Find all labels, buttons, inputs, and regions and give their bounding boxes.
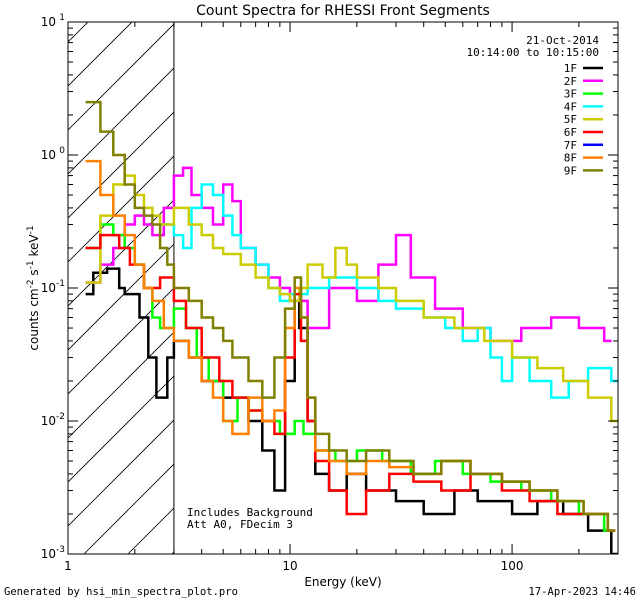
hatched-region (68, 22, 174, 554)
series-line-6F (85, 233, 616, 532)
observation-time-range: 10:14:00 to 10:15:00 (467, 46, 599, 59)
x-axis-label: Energy (keV) (304, 575, 381, 589)
hatch-lines (68, 22, 174, 554)
attenuator-annotation: Att A0, FDecim 3 (187, 518, 293, 531)
x-tick-label: 1 (64, 559, 72, 573)
x-tick-label: 10 (282, 559, 297, 573)
legend-label-1F: 1F (564, 62, 577, 75)
y-tick-label-exponent: -2 (56, 412, 65, 422)
generated-by-footer: Generated by hsi_min_spectra_plot.pro (4, 586, 238, 598)
series-line-4F (160, 183, 618, 399)
x-tick-label: 100 (501, 559, 524, 573)
series-line-9F (85, 100, 616, 532)
y-tick-label-exponent: 1 (59, 13, 65, 23)
series-line-8F (85, 159, 616, 532)
series-line-1F (85, 267, 618, 554)
y-tick-label: 10 (41, 547, 56, 561)
series-layer (85, 100, 618, 554)
y-tick-label-exponent: -1 (56, 279, 65, 289)
series-line-5F (85, 174, 618, 423)
y-tick-label: 10 (41, 148, 56, 162)
background-annotation: Includes Background (187, 506, 313, 519)
chart-title: Count Spectra for RHESSI Front Segments (196, 3, 490, 19)
legend-label-9F: 9F (564, 164, 577, 177)
y-tick-label: 10 (41, 281, 56, 295)
legend-label-6F: 6F (564, 126, 577, 139)
y-axis-label: counts cm-2 s-1 keV-1 (26, 225, 41, 350)
y-tick-label: 10 (41, 414, 56, 428)
legend-label-2F: 2F (564, 75, 577, 88)
y-tick-label: 10 (41, 15, 56, 29)
observation-date: 21-Oct-2014 (526, 34, 599, 47)
legend-label-4F: 4F (564, 100, 577, 113)
legend-label-8F: 8F (564, 152, 577, 165)
series-line-3F (85, 223, 612, 532)
footer-timestamp: 17-Apr-2023 14:46 (529, 586, 636, 598)
legend-label-7F: 7F (564, 139, 577, 152)
y-tick-label-exponent: 0 (59, 146, 65, 156)
legend-label-3F: 3F (564, 88, 577, 101)
legend-label-5F: 5F (564, 113, 577, 126)
y-tick-label-exponent: -3 (56, 545, 65, 555)
